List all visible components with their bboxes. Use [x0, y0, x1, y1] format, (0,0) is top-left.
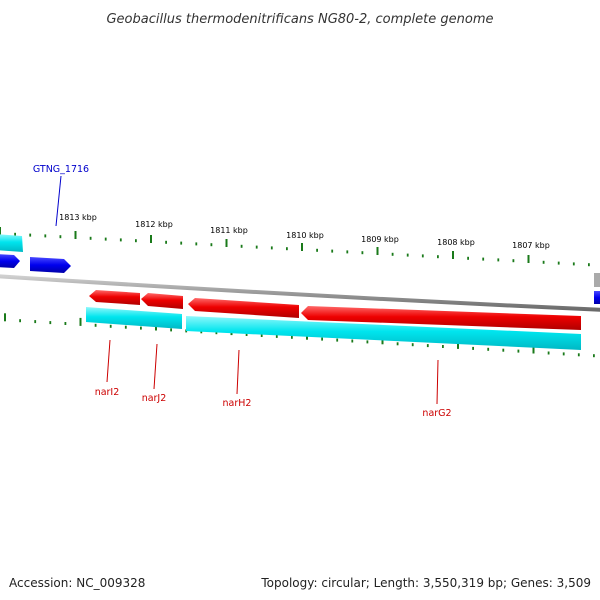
- cds-block-narI2-narJ2[interactable]: [86, 307, 182, 329]
- tick-label-1812: 1812 kbp: [135, 220, 173, 229]
- tick-label-1810: 1810 kbp: [286, 231, 324, 240]
- gene-arrow-narI2[interactable]: [89, 290, 140, 305]
- gene-label-narG2[interactable]: narG2: [422, 408, 451, 419]
- gene-label-narH2[interactable]: narH2: [223, 398, 252, 409]
- gene-leader-narH2: [236, 349, 240, 395]
- reverse-gene-track: [89, 290, 581, 330]
- gene-leader-narI2: [106, 339, 111, 383]
- gene-leader-GTNG_1716: [55, 175, 62, 227]
- forward-gene-edge[interactable]: [594, 291, 600, 304]
- gene-arrow-GTNG_1716[interactable]: [30, 257, 71, 273]
- gene-arrow-narG2[interactable]: [301, 306, 581, 330]
- cds-track: [86, 307, 581, 350]
- backbone-end-cap: [594, 273, 600, 287]
- scale-labels: 1813 kbp 1812 kbp 1811 kbp 1810 kbp 1809…: [59, 213, 550, 250]
- topology-label: Topology: circular; Length: 3,550,319 bp…: [260, 576, 591, 590]
- gene-arrow-narH2[interactable]: [188, 298, 299, 318]
- gene-labels: GTNG_1716 narI2 narJ2 narH2 narG2: [33, 164, 452, 419]
- tick-label-1813: 1813 kbp: [59, 213, 97, 222]
- map-title: Geobacillus thermodenitrificans NG80-2, …: [106, 12, 493, 27]
- upper-tick-track: [0, 227, 590, 267]
- tick-label-1808: 1808 kbp: [437, 238, 475, 247]
- gene-leader-narJ2: [153, 343, 158, 390]
- tick-label-1807: 1807 kbp: [512, 241, 550, 250]
- gene-leader-narG2: [436, 359, 439, 405]
- tick-label-1809: 1809 kbp: [361, 235, 399, 244]
- cds-fragment[interactable]: [0, 234, 23, 252]
- accession-label: Accession: NC_009328: [9, 576, 145, 590]
- gene-label-narI2[interactable]: narI2: [95, 387, 120, 398]
- genome-backbone: [0, 274, 600, 312]
- cds-block-narH2-narG2[interactable]: [186, 316, 581, 350]
- gene-label-GTNG_1716[interactable]: GTNG_1716: [33, 164, 89, 175]
- forward-gene-track: [0, 254, 600, 304]
- gene-arrow-narJ2[interactable]: [141, 293, 183, 309]
- gene-label-narJ2[interactable]: narJ2: [142, 393, 167, 404]
- forward-gene-arrow[interactable]: [0, 254, 20, 268]
- tick-label-1811: 1811 kbp: [210, 226, 248, 235]
